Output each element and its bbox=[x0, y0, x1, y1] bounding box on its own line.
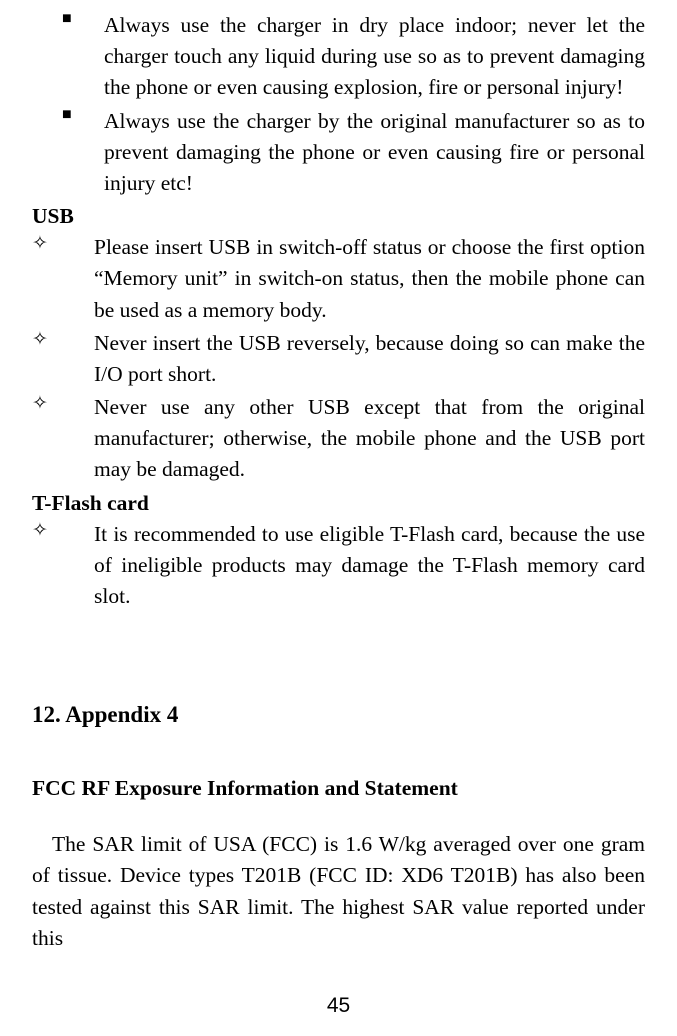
tflash-heading: T-Flash card bbox=[32, 488, 645, 519]
diamond-bullet-icon: ✧ bbox=[32, 328, 94, 390]
bullet-text: It is recommended to use eligible T-Flas… bbox=[94, 519, 645, 613]
list-item: ✧ Never insert the USB reversely, becaus… bbox=[32, 328, 645, 390]
bullet-text: Never insert the USB reversely, because … bbox=[94, 328, 645, 390]
usb-heading: USB bbox=[32, 201, 645, 232]
list-item: ■ Always use the charger by the original… bbox=[32, 106, 645, 200]
tflash-bullet-list: ✧ It is recommended to use eligible T-Fl… bbox=[32, 519, 645, 613]
list-item: ✧ Never use any other USB except that fr… bbox=[32, 392, 645, 486]
fcc-paragraph: The SAR limit of USA (FCC) is 1.6 W/kg a… bbox=[32, 829, 645, 954]
fcc-heading: FCC RF Exposure Information and Statemen… bbox=[32, 776, 645, 801]
appendix-heading: 12. Appendix 4 bbox=[32, 702, 645, 728]
list-item: ✧ It is recommended to use eligible T-Fl… bbox=[32, 519, 645, 613]
bullet-text: Always use the charger in dry place indo… bbox=[104, 10, 645, 104]
page-number: 45 bbox=[0, 994, 677, 1018]
charger-bullet-list: ■ Always use the charger in dry place in… bbox=[32, 10, 645, 199]
bullet-text: Never use any other USB except that from… bbox=[94, 392, 645, 486]
bullet-text: Please insert USB in switch-off status o… bbox=[94, 232, 645, 326]
diamond-bullet-icon: ✧ bbox=[32, 392, 94, 486]
usb-bullet-list: ✧ Please insert USB in switch-off status… bbox=[32, 232, 645, 485]
list-item: ✧ Please insert USB in switch-off status… bbox=[32, 232, 645, 326]
diamond-bullet-icon: ✧ bbox=[32, 519, 94, 613]
page-content: ■ Always use the charger in dry place in… bbox=[0, 0, 677, 954]
square-bullet-icon: ■ bbox=[32, 106, 104, 200]
diamond-bullet-icon: ✧ bbox=[32, 232, 94, 326]
square-bullet-icon: ■ bbox=[32, 10, 104, 104]
bullet-text: Always use the charger by the original m… bbox=[104, 106, 645, 200]
list-item: ■ Always use the charger in dry place in… bbox=[32, 10, 645, 104]
